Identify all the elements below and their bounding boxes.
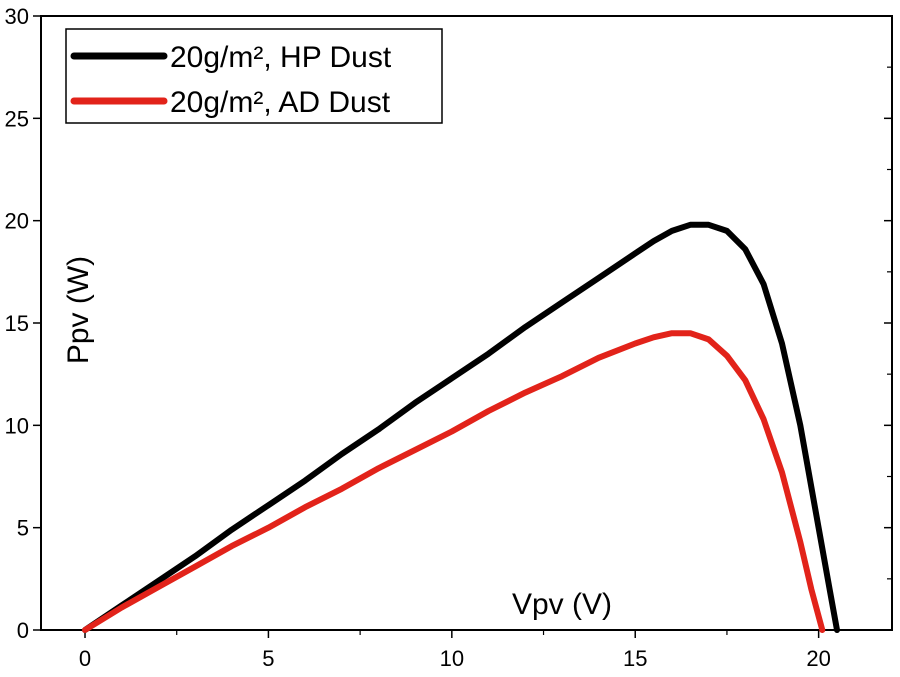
y-tick-label: 5: [17, 516, 29, 541]
y-tick-label: 15: [5, 311, 29, 336]
series-line-hp-dust: [82, 221, 840, 633]
x-axis-title: Vpv (V): [512, 588, 612, 621]
x-axis-ticks: 0 5 10 15 20: [79, 630, 831, 671]
y-tick-label: 25: [5, 106, 29, 131]
legend-label-hp-dust: 20g/m², HP Dust: [170, 41, 392, 74]
legend: 20g/m², HP Dust 20g/m², AD Dust: [65, 28, 443, 124]
y-axis-title: Ppv (W): [62, 256, 95, 364]
y-axis-ticks: 0 5 10 15 20 25 30: [5, 4, 892, 643]
x-tick-label: 20: [806, 646, 830, 671]
y-tick-label: 10: [5, 413, 29, 438]
series-layer: [82, 221, 840, 633]
y-tick-label: 0: [17, 618, 29, 643]
x-tick-label: 10: [440, 646, 464, 671]
series-line-ad-dust: [82, 330, 826, 633]
x-tick-label: 0: [79, 646, 91, 671]
y-tick-label: 30: [5, 4, 29, 29]
x-tick-label: 15: [623, 646, 647, 671]
legend-label-ad-dust: 20g/m², AD Dust: [170, 86, 391, 119]
x-tick-label: 5: [262, 646, 274, 671]
y-tick-label: 20: [5, 209, 29, 234]
legend-box: [65, 28, 443, 124]
